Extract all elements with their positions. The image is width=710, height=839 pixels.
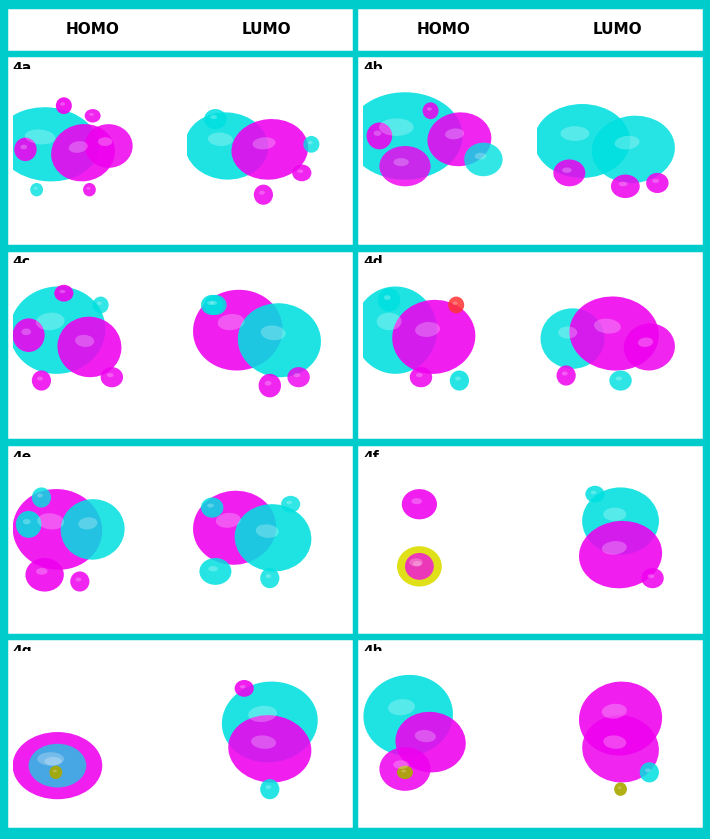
- Text: 4f: 4f: [364, 450, 379, 464]
- Text: LUMO: LUMO: [242, 22, 291, 37]
- Text: HOMO: HOMO: [66, 22, 119, 37]
- Text: 4h: 4h: [364, 644, 383, 658]
- Text: HOMO: HOMO: [417, 22, 470, 37]
- Text: 4b: 4b: [364, 61, 383, 76]
- Text: 4d: 4d: [364, 255, 383, 269]
- Text: 4a: 4a: [13, 61, 32, 76]
- Text: 4c: 4c: [13, 255, 31, 269]
- Text: LUMO: LUMO: [593, 22, 642, 37]
- Text: 4e: 4e: [13, 450, 32, 464]
- Text: 4g: 4g: [13, 644, 32, 658]
